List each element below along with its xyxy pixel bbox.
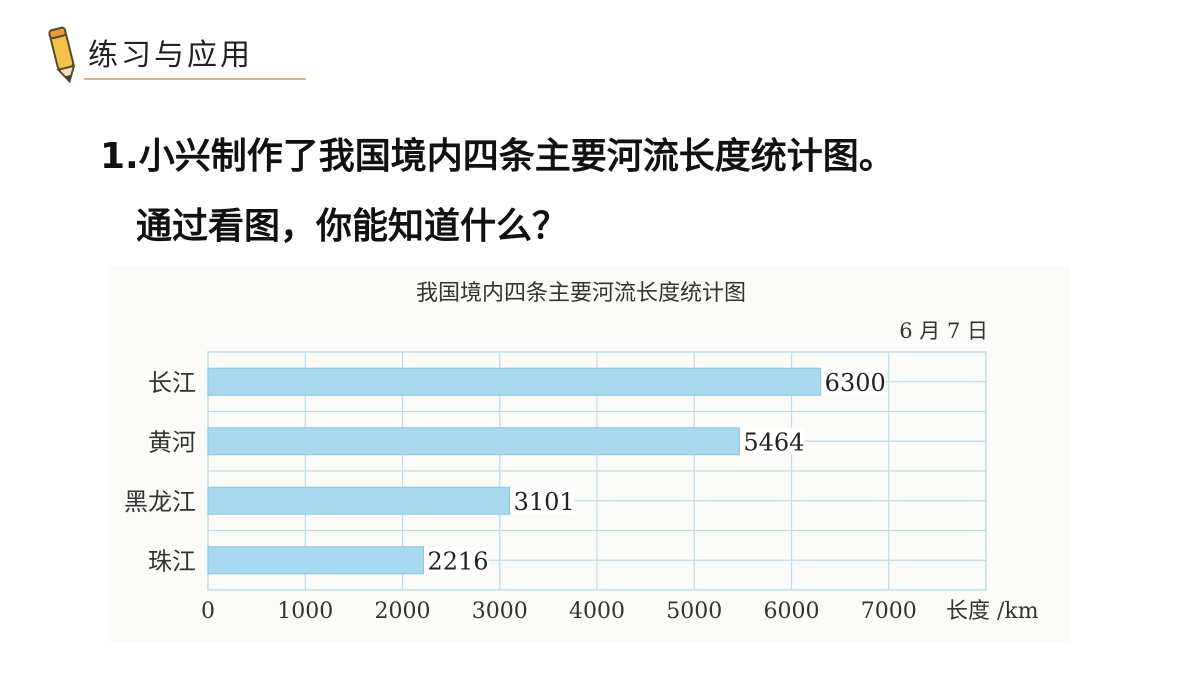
chart-bars	[207, 367, 822, 575]
section-header: 练习与应用	[44, 22, 306, 86]
bar	[207, 367, 822, 396]
chart-panel: 我国境内四条主要河流长度统计图 6 月 7 日 长江 6300 黄河 5464 黑龙江 3…	[108, 266, 1070, 642]
x-tick-label: 0	[201, 599, 215, 624]
data-label: 3101	[514, 488, 575, 516]
x-tick-label: 1000	[277, 599, 333, 624]
chart-labels: 长江 6300 黄河 5464 黑龙江 3101 珠江 2216 0 1000 2000 3000 40…	[124, 368, 917, 624]
river-length-bar-chart: 我国境内四条主要河流长度统计图 6 月 7 日 长江 6300 黄河 5464 黑龙江 3…	[124, 281, 1039, 624]
chart-title: 我国境内四条主要河流长度统计图	[416, 281, 746, 306]
question-line-2: 通过看图，你能知道什么？	[136, 206, 569, 247]
x-tick-label: 3000	[472, 599, 528, 624]
header-underline	[84, 78, 306, 80]
question-line-1: 1.小兴制作了我国境内四条主要河流长度统计图。	[100, 136, 895, 177]
data-label-bg	[821, 368, 886, 395]
category-label: 长江	[148, 369, 196, 397]
bar	[207, 427, 740, 456]
x-tick-label: 7000	[861, 599, 917, 624]
category-label: 珠江	[148, 547, 196, 575]
data-label-bg	[740, 428, 805, 455]
category-label: 黑龙江	[124, 488, 196, 516]
x-tick-label: 6000	[764, 599, 820, 624]
data-label-bg	[424, 547, 489, 574]
data-label: 6300	[825, 369, 886, 397]
bar	[207, 546, 425, 575]
data-label: 5464	[743, 428, 804, 456]
data-label-bg	[510, 487, 575, 514]
bar	[207, 486, 511, 515]
x-axis-label: 长度 /km	[946, 599, 1039, 624]
pencil-icon	[48, 26, 76, 84]
x-tick-label: 5000	[666, 599, 722, 624]
x-tick-label: 4000	[569, 599, 625, 624]
chart-date: 6 月 7 日	[899, 319, 988, 343]
category-label: 黄河	[148, 428, 196, 456]
x-tick-label: 2000	[375, 599, 431, 624]
section-title: 练习与应用	[88, 38, 253, 73]
data-label: 2216	[428, 547, 489, 575]
